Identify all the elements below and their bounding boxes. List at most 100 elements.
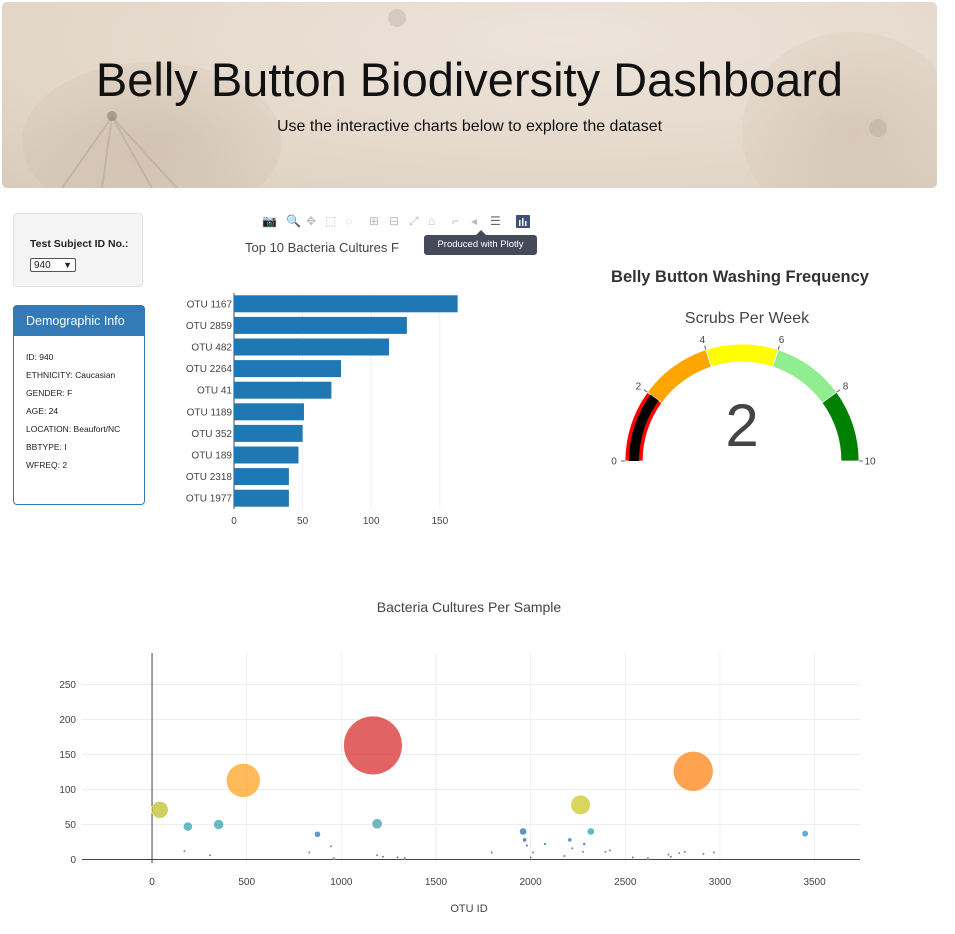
bubble-point[interactable] (702, 852, 705, 856)
bubble-point[interactable] (151, 801, 169, 819)
bubble-point[interactable] (712, 851, 716, 854)
banner-background-image (61, 9, 887, 188)
bubble-point[interactable] (529, 855, 533, 859)
bubble-chart-title: Bacteria Cultures Per Sample (377, 599, 562, 615)
bubble-point[interactable] (183, 821, 193, 832)
bubble-point[interactable] (329, 844, 333, 848)
bubble-point[interactable] (666, 853, 670, 857)
bubble-point[interactable] (543, 842, 547, 846)
bubble-point[interactable] (570, 846, 574, 850)
pan-icon[interactable]: ✥ (306, 214, 317, 228)
bubble-point[interactable] (519, 827, 527, 836)
bubble-point[interactable] (581, 850, 585, 854)
bubble-point[interactable] (213, 819, 224, 830)
bubble-point[interactable] (582, 842, 586, 846)
spike-lines-icon[interactable]: ⌐ (452, 214, 460, 228)
bubble-point[interactable] (343, 715, 403, 775)
bubble-point[interactable] (332, 856, 336, 860)
bubble-point[interactable] (669, 855, 673, 859)
zoom-icon[interactable]: 🔍 (286, 214, 301, 228)
bubble-point[interactable] (371, 818, 383, 830)
header-banner: Belly Button Biodiversity Dashboard Use … (2, 2, 937, 188)
bubble-y-tick-label: 250 (59, 680, 76, 691)
bubble-point[interactable] (677, 851, 681, 855)
bar-y-tick-label: OTU 1167 (187, 299, 233, 310)
gauge-value: 2 (725, 392, 758, 459)
bubble-y-tick-label: 100 (59, 785, 76, 796)
bubble-point[interactable] (531, 851, 535, 854)
bar-y-tick-label: OTU 1977 (186, 494, 233, 505)
bubble-point[interactable] (562, 854, 566, 858)
bar-chart-title: Top 10 Bacteria Cultures F (245, 240, 399, 255)
bubble-point[interactable] (525, 843, 529, 848)
bar-y-tick-label: OTU 2859 (186, 321, 233, 332)
bubble-point[interactable] (490, 851, 494, 854)
bar[interactable] (234, 295, 458, 313)
bubble-point[interactable] (673, 751, 714, 792)
bar[interactable] (234, 316, 407, 334)
bubble-point[interactable] (801, 830, 809, 838)
bubble-point[interactable] (522, 837, 527, 843)
gauge-title: Belly Button Washing Frequency (611, 268, 870, 286)
bar[interactable] (234, 489, 289, 507)
bubble-x-tick-label: 1000 (330, 877, 353, 888)
gauge-subtitle: Scrubs Per Week (685, 310, 810, 327)
bubble-point[interactable] (307, 851, 311, 854)
top10-bar-chart: Top 10 Bacteria Cultures F 0 50 100 150 OTU … (186, 240, 458, 527)
bar-y-tick-label: OTU 2264 (186, 364, 233, 375)
bubble-point[interactable] (570, 794, 591, 815)
hover-compare-icon[interactable]: ☰ (490, 214, 501, 228)
bar[interactable] (234, 424, 303, 442)
gauge-tick-label: 0 (611, 457, 617, 468)
gauge-tick-label: 4 (700, 335, 706, 346)
bar[interactable] (234, 468, 289, 486)
bubble-point[interactable] (314, 831, 321, 838)
bar[interactable] (234, 360, 342, 378)
bubble-point[interactable] (375, 853, 379, 857)
subject-id-dropdown[interactable]: 940 ▼ (30, 258, 76, 272)
bubble-chart: Bacteria Cultures Per Sample 0 500 1000 150… (59, 599, 860, 915)
bubble-point[interactable] (396, 855, 400, 859)
bubble-point[interactable] (208, 853, 212, 857)
bar-y-tick-label: OTU 189 (191, 451, 232, 462)
gauge-tick-label: 10 (864, 457, 876, 468)
demographic-gender: GENDER: F (26, 388, 73, 398)
bubble-point[interactable] (182, 849, 186, 853)
bar-y-tick-label: OTU 41 (197, 386, 232, 397)
demographic-wfreq: WFREQ: 2 (26, 460, 68, 470)
lasso-select-icon[interactable]: ◌ (345, 214, 353, 228)
banner-background-blur (22, 62, 282, 188)
bubble-point[interactable] (403, 856, 407, 860)
gauge-tick (836, 389, 841, 393)
bubble-x-axis-label: OTU ID (450, 903, 487, 915)
bubble-point[interactable] (646, 856, 650, 860)
zoom-out-icon[interactable]: ⊟ (389, 214, 400, 228)
camera-icon[interactable]: 📷 (262, 214, 277, 228)
bubble-point[interactable] (381, 855, 385, 859)
bubble-point[interactable] (587, 827, 595, 836)
box-select-icon[interactable]: ⬚ (325, 214, 337, 228)
bubble-point[interactable] (608, 848, 612, 852)
bar-y-tick-label: OTU 1189 (187, 407, 233, 418)
bar[interactable] (234, 381, 332, 399)
washing-frequency-gauge: Belly Button Washing Frequency Scrubs Pe… (611, 268, 876, 468)
subject-selector-label: Test Subject ID No.: (30, 238, 129, 250)
bar[interactable] (234, 338, 390, 356)
bubble-x-tick-label: 500 (238, 877, 255, 888)
bubble-y-tick-label: 50 (65, 820, 77, 831)
hover-closest-icon[interactable]: ◂ (471, 214, 478, 228)
bubble-point[interactable] (683, 850, 687, 854)
bubble-point[interactable] (226, 763, 261, 798)
autoscale-icon[interactable]: ⤢ (409, 214, 419, 228)
gauge-tick (777, 345, 780, 350)
bubble-x-tick-label: 2500 (614, 877, 637, 888)
bubble-point[interactable] (631, 855, 635, 859)
zoom-in-icon[interactable]: ⊞ (369, 214, 380, 228)
bubble-point[interactable] (567, 837, 573, 843)
plotly-logo-icon[interactable] (516, 215, 530, 228)
subject-id-value: 940 (34, 260, 51, 271)
bar[interactable] (234, 403, 304, 421)
reset-axes-icon[interactable]: ⌂ (428, 214, 436, 228)
bubble-point[interactable] (603, 850, 607, 854)
bar[interactable] (234, 446, 299, 464)
